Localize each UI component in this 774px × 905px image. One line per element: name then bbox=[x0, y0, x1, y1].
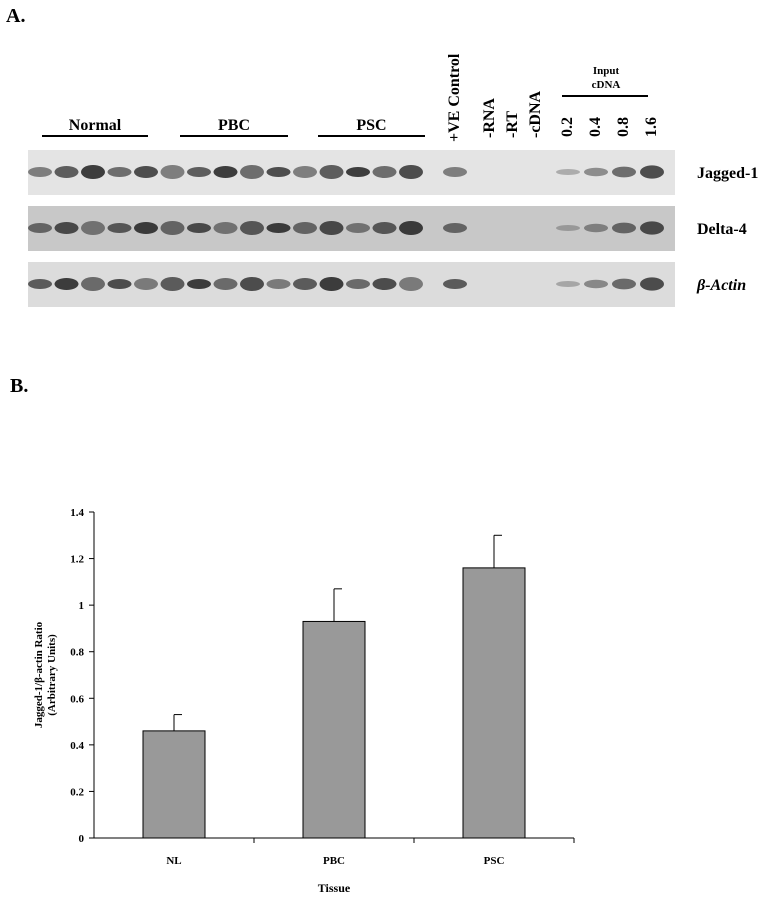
band bbox=[266, 279, 291, 289]
lane-label: -RT bbox=[504, 111, 521, 138]
band bbox=[319, 221, 344, 235]
band bbox=[640, 165, 664, 179]
band bbox=[266, 167, 291, 177]
bar bbox=[142, 730, 206, 839]
band bbox=[187, 279, 211, 289]
band bbox=[81, 277, 105, 291]
band bbox=[54, 166, 79, 178]
band bbox=[556, 169, 580, 175]
band bbox=[612, 222, 636, 234]
band bbox=[160, 165, 185, 179]
input-title: Input bbox=[593, 65, 620, 77]
y-tick-label: 0.6 bbox=[70, 693, 84, 705]
input-title: cDNA bbox=[592, 79, 621, 91]
band bbox=[240, 277, 264, 291]
group-label: PSC bbox=[356, 117, 386, 134]
band bbox=[293, 166, 317, 178]
band bbox=[28, 223, 52, 233]
band bbox=[293, 278, 317, 290]
x-tick-label: PSC bbox=[484, 855, 505, 867]
y-tick-label: 0.2 bbox=[70, 786, 84, 798]
band bbox=[399, 277, 423, 291]
band bbox=[372, 278, 397, 290]
lane-label: -RNA bbox=[481, 98, 498, 138]
y-tick-label: 0 bbox=[79, 833, 85, 845]
band bbox=[399, 165, 423, 179]
band bbox=[160, 277, 185, 291]
row-label: Delta-4 bbox=[697, 221, 747, 238]
band bbox=[160, 221, 185, 235]
x-tick-label: PBC bbox=[323, 855, 345, 867]
band bbox=[346, 167, 370, 177]
band bbox=[134, 166, 158, 178]
band bbox=[443, 167, 467, 177]
band bbox=[81, 165, 105, 179]
group-label: Normal bbox=[69, 117, 122, 134]
x-tick-label: NL bbox=[166, 855, 181, 867]
band bbox=[346, 223, 370, 233]
band bbox=[612, 278, 636, 290]
band bbox=[556, 281, 580, 287]
y-tick-label: 0.4 bbox=[70, 740, 84, 752]
band bbox=[187, 223, 211, 233]
band bbox=[81, 221, 105, 235]
band bbox=[213, 278, 238, 290]
band bbox=[612, 166, 636, 178]
band bbox=[134, 222, 158, 234]
band bbox=[443, 279, 467, 289]
input-amount: 0.4 bbox=[587, 117, 604, 137]
band bbox=[584, 167, 608, 177]
band bbox=[28, 167, 52, 177]
band bbox=[266, 223, 291, 233]
group-label: PBC bbox=[218, 117, 250, 134]
input-amount: 0.2 bbox=[559, 117, 576, 137]
row-label: β-Actin bbox=[696, 277, 746, 294]
lane-label: -cDNA bbox=[527, 90, 544, 138]
band bbox=[319, 277, 344, 291]
band bbox=[28, 279, 52, 289]
band bbox=[372, 222, 397, 234]
y-tick-label: 1.4 bbox=[70, 507, 84, 519]
bar bbox=[302, 620, 366, 839]
lane-label: +VE Control bbox=[446, 53, 463, 142]
input-amount: 0.8 bbox=[615, 117, 632, 137]
y-tick-label: 1 bbox=[79, 600, 85, 612]
band bbox=[584, 279, 608, 289]
band bbox=[240, 165, 264, 179]
band bbox=[319, 165, 344, 179]
band bbox=[107, 223, 132, 233]
row-label: Jagged-1 bbox=[697, 165, 758, 182]
band bbox=[346, 279, 370, 289]
band bbox=[584, 223, 608, 233]
band bbox=[187, 167, 211, 177]
band bbox=[213, 166, 238, 178]
bar bbox=[462, 567, 526, 839]
band bbox=[54, 278, 79, 290]
band bbox=[134, 278, 158, 290]
y-axis-label: Jagged-1/β-actin Ratio bbox=[33, 621, 45, 728]
band bbox=[399, 221, 423, 235]
band bbox=[443, 223, 467, 233]
band bbox=[293, 222, 317, 234]
y-tick-label: 0.8 bbox=[70, 647, 84, 659]
band bbox=[213, 222, 238, 234]
band bbox=[240, 221, 264, 235]
panel-label: A. bbox=[6, 5, 25, 27]
x-axis-label: Tissue bbox=[318, 881, 351, 895]
band bbox=[107, 279, 132, 289]
band bbox=[640, 221, 664, 235]
band bbox=[372, 166, 397, 178]
band bbox=[556, 225, 580, 231]
band bbox=[107, 167, 132, 177]
band bbox=[54, 222, 79, 234]
band bbox=[640, 277, 664, 291]
y-axis-label: (Arbitrary Units) bbox=[46, 634, 58, 716]
blot-image bbox=[28, 150, 675, 307]
panel-label: B. bbox=[10, 375, 28, 397]
y-tick-label: 1.2 bbox=[70, 554, 84, 566]
input-amount: 1.6 bbox=[643, 117, 660, 137]
